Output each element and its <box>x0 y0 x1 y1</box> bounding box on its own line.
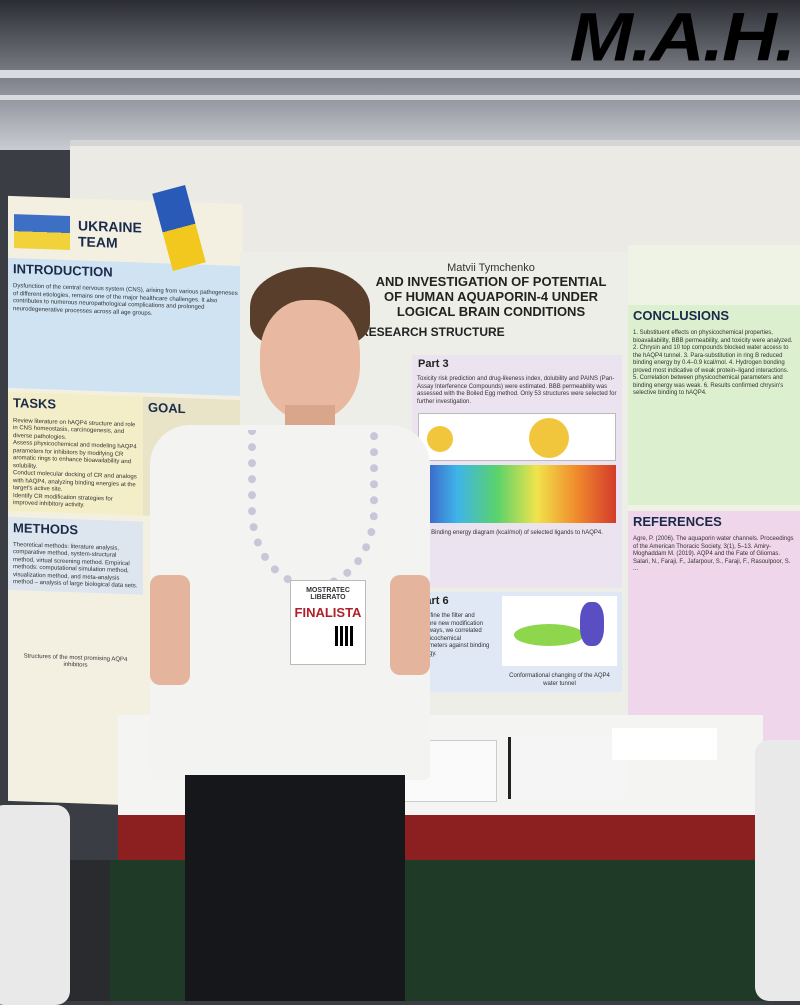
task-item: Identify CR modification strategies for … <box>13 492 113 509</box>
tasks-list: Review literature on hAQP4 structure and… <box>8 414 143 515</box>
chair-left <box>0 805 70 1005</box>
right-poster: CONCLUSIONS 1. Substituent effects on ph… <box>628 245 800 745</box>
methods-section: METHODS Theoretical methods: literature … <box>8 516 143 595</box>
tasks-section: TASKS Review literature on hAQP4 structu… <box>8 392 143 516</box>
ceiling-beam <box>0 95 800 100</box>
part3-section: Part 3 Toxicity risk prediction and drug… <box>412 355 622 588</box>
person: MOSTRATEC LIBERATO FINALISTA <box>150 265 435 1001</box>
protein-figure <box>502 596 617 666</box>
pants <box>185 775 405 1001</box>
conclusions-section: CONCLUSIONS 1. Substituent effects on ph… <box>628 305 800 505</box>
conclusions-text: 1. Substituent effects on physicochemica… <box>633 330 793 397</box>
binding-caption: Binding energy diagram (kcal/mol) of sel… <box>431 530 603 536</box>
methods-text: Theoretical methods: literature analysis… <box>13 541 138 590</box>
team-label: UKRAINE TEAM <box>78 217 142 251</box>
poster-title-line: LOGICAL BRAIN CONDITIONS <box>396 304 586 319</box>
structures-caption: Structures of the most promising AQP4 in… <box>23 653 128 669</box>
poster-title-line: AND INVESTIGATION OF POTENTIAL <box>375 274 607 289</box>
binding-energy-diagram <box>418 465 616 523</box>
part6-section: Part 6 To refine the filter and explore … <box>412 592 622 692</box>
finalist-badge: MOSTRATEC LIBERATO FINALISTA <box>290 580 366 665</box>
references-title: REFERENCES <box>633 514 722 529</box>
paper-sheet <box>612 728 717 760</box>
conclusions-title: CONCLUSIONS <box>633 308 730 323</box>
conformation-caption: Conformational changing of the AQP4 wate… <box>509 673 610 687</box>
references-section: REFERENCES Agre, P. (2006). The aquapori… <box>628 511 800 741</box>
arm-right <box>390 575 430 675</box>
ukraine-flag-icon <box>14 214 70 251</box>
part3-text: Toxicity risk prediction and drug-likene… <box>417 376 617 405</box>
face <box>260 300 360 420</box>
references-text: Agre, P. (2006). The aquaporin water cha… <box>633 536 794 573</box>
logo: M.A.H. <box>569 0 796 76</box>
chemical-space-figure <box>418 413 616 461</box>
notebook <box>508 737 626 799</box>
ceiling-beam <box>0 70 800 78</box>
badge-label: FINALISTA <box>294 605 362 620</box>
arm-left <box>150 575 190 685</box>
research-structure-title: RESEARCH STRUCTURE <box>360 325 505 339</box>
badge-event: MOSTRATEC LIBERATO <box>306 587 350 601</box>
task-item: Assess physicochemical and modeling hAQP… <box>13 440 137 470</box>
qr-code-icon <box>335 626 355 646</box>
poster-title-line: OF HUMAN AQUAPORIN-4 UNDER <box>383 289 599 304</box>
author-name: Matvii Tymchenko <box>447 262 535 274</box>
part3-title: Part 3 <box>418 358 449 370</box>
pin-lanyard <box>248 430 378 590</box>
chair-right <box>755 740 800 1001</box>
